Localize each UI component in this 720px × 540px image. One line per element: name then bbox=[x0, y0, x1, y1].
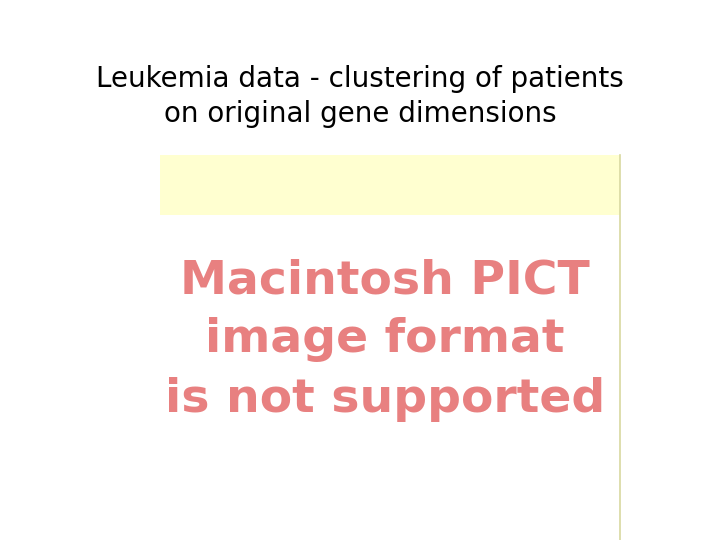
Text: Macintosh PICT
image format
is not supported: Macintosh PICT image format is not suppo… bbox=[165, 259, 605, 422]
Bar bbox=[160, 155, 620, 215]
Text: Leukemia data - clustering of patients
on original gene dimensions: Leukemia data - clustering of patients o… bbox=[96, 65, 624, 127]
